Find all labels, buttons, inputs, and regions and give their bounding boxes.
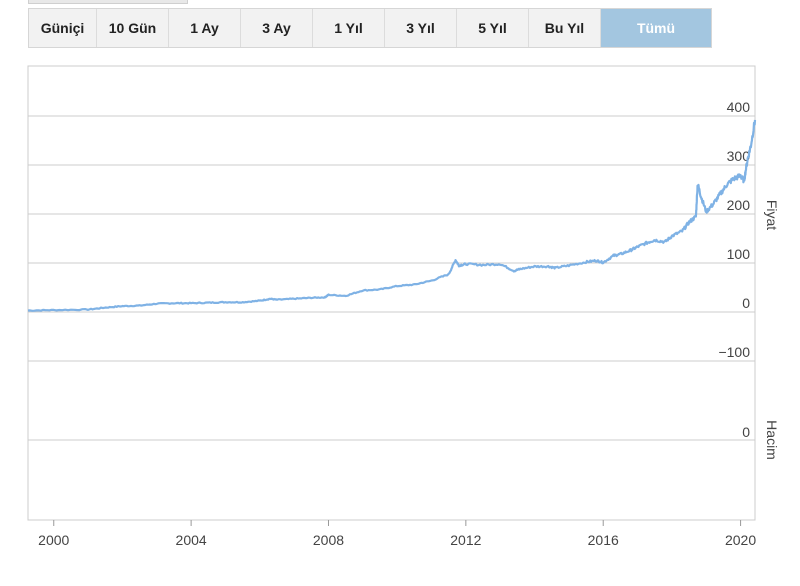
range-button-8[interactable]: Tümü <box>601 9 711 47</box>
x-tick-label: 2012 <box>450 532 481 548</box>
x-tick-label: 2004 <box>176 532 207 548</box>
range-button-2[interactable]: 1 Ay <box>169 9 241 47</box>
range-button-6[interactable]: 5 Yıl <box>457 9 529 47</box>
x-axis-ticks: 2000 2004 2008 2012 2016 2020 <box>38 520 756 548</box>
range-button-5[interactable]: 3 Yıl <box>385 9 457 47</box>
range-button-3[interactable]: 3 Ay <box>241 9 313 47</box>
price-tick-label: −100 <box>718 344 750 360</box>
x-tick-label: 2016 <box>588 532 619 548</box>
price-tick-label: 300 <box>727 148 751 164</box>
grid-lines <box>28 115 755 441</box>
price-tick-label: 100 <box>727 246 751 262</box>
range-button-4[interactable]: 1 Yıl <box>313 9 385 47</box>
range-button-0[interactable]: Güniçi <box>29 9 97 47</box>
price-axis-ticks: 400 300 200 100 0 −100 <box>718 99 750 360</box>
x-tick-label: 2020 <box>725 532 756 548</box>
price-tick-label: 400 <box>727 99 751 115</box>
plot-frame <box>27 65 756 521</box>
price-axis-title: Fiyat <box>764 200 780 230</box>
top-tab <box>28 0 188 4</box>
price-tick-label: 0 <box>742 295 750 311</box>
x-tick-label: 2008 <box>313 532 344 548</box>
range-button-7[interactable]: Bu Yıl <box>529 9 601 47</box>
range-selector: Güniçi 10 Gün 1 Ay 3 Ay 1 Yıl 3 Yıl 5 Yıl Bu Yı… <box>28 8 712 48</box>
price-series-line <box>27 119 757 312</box>
volume-tick-label: 0 <box>742 424 750 440</box>
x-tick-label: 2000 <box>38 532 69 548</box>
volume-axis-title: Hacim <box>764 420 780 460</box>
price-tick-label: 200 <box>727 197 751 213</box>
range-button-1[interactable]: 10 Gün <box>97 9 169 47</box>
